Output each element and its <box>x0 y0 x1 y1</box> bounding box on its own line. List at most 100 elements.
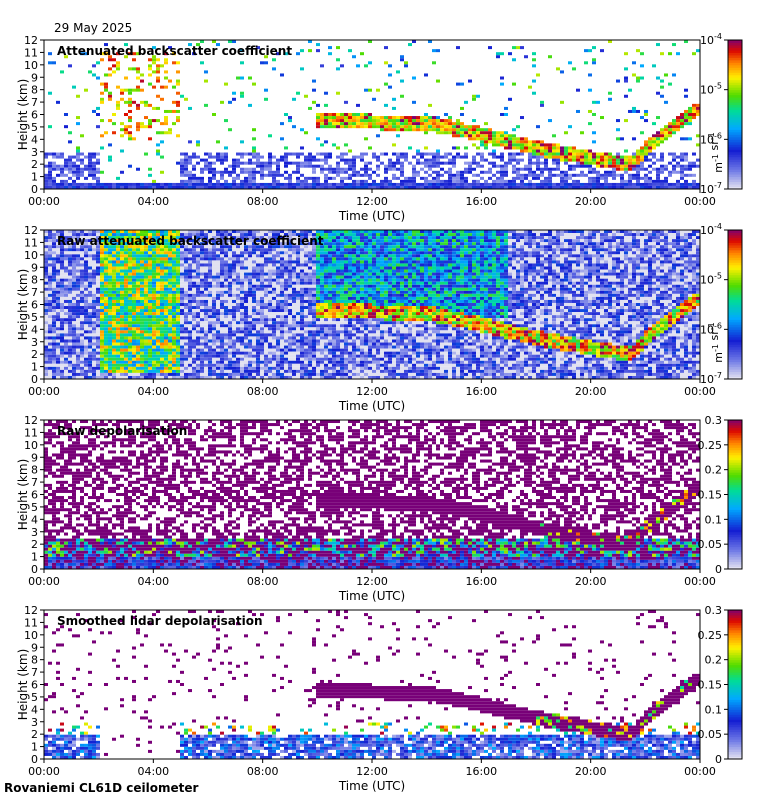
heatmap-cell <box>604 174 608 177</box>
heatmap-cell <box>72 263 76 266</box>
heatmap-cell <box>108 73 112 76</box>
heatmap-cell <box>212 171 216 174</box>
heatmap-cell <box>252 330 256 333</box>
heatmap-cell <box>444 156 448 159</box>
heatmap-cell <box>80 346 84 349</box>
heatmap-cell <box>688 137 692 140</box>
heatmap-cell <box>276 183 280 186</box>
heatmap-cell <box>260 270 264 273</box>
heatmap-cell <box>116 373 120 376</box>
heatmap-cell <box>180 324 184 327</box>
heatmap-cell <box>448 122 452 125</box>
heatmap-cell <box>76 297 80 300</box>
heatmap-cell <box>144 297 148 300</box>
heatmap-cell <box>196 321 200 324</box>
heatmap-cell <box>96 171 100 174</box>
heatmap-cell <box>528 86 532 89</box>
heatmap-cell <box>100 276 104 279</box>
heatmap-cell <box>212 318 216 321</box>
heatmap-cell <box>256 303 260 306</box>
heatmap-cell <box>616 183 620 186</box>
heatmap-cell <box>600 159 604 162</box>
heatmap-cell <box>48 125 52 128</box>
heatmap-cell <box>64 370 68 373</box>
heatmap-cell <box>60 260 64 263</box>
heatmap-cell <box>156 153 160 156</box>
heatmap-cell <box>264 168 268 171</box>
heatmap-cell <box>172 324 176 327</box>
heatmap-cell <box>212 297 216 300</box>
heatmap-cell <box>504 137 508 140</box>
heatmap-cell <box>148 339 152 342</box>
heatmap-cell <box>260 165 264 168</box>
heatmap-cell <box>148 270 152 273</box>
panel-1: Attenuated backscatter coefficient012345… <box>16 32 742 223</box>
heatmap-cell <box>104 267 108 270</box>
heatmap-cell <box>100 303 104 306</box>
heatmap-cell <box>72 248 76 251</box>
heatmap-cell <box>72 156 76 159</box>
heatmap-cell <box>92 267 96 270</box>
heatmap-cell <box>488 183 492 186</box>
heatmap-cell <box>192 370 196 373</box>
heatmap-cell <box>592 101 596 104</box>
heatmap-cell <box>120 267 124 270</box>
heatmap-cell <box>508 98 512 101</box>
heatmap-cell <box>676 183 680 186</box>
heatmap-cell <box>168 183 172 186</box>
heatmap-cell <box>124 324 128 327</box>
heatmap-cell <box>160 324 164 327</box>
heatmap-cell <box>516 46 520 49</box>
heatmap-cell <box>116 291 120 294</box>
heatmap-cell <box>424 128 428 131</box>
heatmap-cell <box>332 122 336 125</box>
heatmap-cell <box>176 254 180 257</box>
heatmap-cell <box>128 119 132 122</box>
heatmap-cell <box>60 355 64 358</box>
heatmap-cell <box>564 180 568 183</box>
heatmap-cell <box>64 159 68 162</box>
heatmap-cell <box>68 373 72 376</box>
heatmap-cell <box>184 339 188 342</box>
heatmap-cell <box>252 276 256 279</box>
heatmap-cell <box>44 260 48 263</box>
heatmap-cell <box>404 128 408 131</box>
heatmap-cell <box>204 373 208 376</box>
heatmap-cell <box>364 122 368 125</box>
heatmap-cell <box>268 273 272 276</box>
heatmap-cell <box>200 321 204 324</box>
heatmap-cell <box>324 180 328 183</box>
heatmap-cell <box>156 333 160 336</box>
heatmap-cell <box>144 300 148 303</box>
heatmap-cell <box>108 346 112 349</box>
heatmap-cell <box>248 77 252 80</box>
heatmap-cell <box>488 171 492 174</box>
heatmap-cell <box>228 267 232 270</box>
heatmap-cell <box>244 321 248 324</box>
heatmap-cell <box>48 174 52 177</box>
heatmap-cell <box>124 312 128 315</box>
heatmap-cell <box>252 254 256 257</box>
heatmap-cell <box>228 330 232 333</box>
heatmap-cell <box>152 279 156 282</box>
heatmap-cell <box>548 183 552 186</box>
heatmap-cell <box>632 168 636 171</box>
heatmap-cell <box>628 110 632 113</box>
heatmap-cell <box>68 285 72 288</box>
heatmap-cell <box>44 349 48 352</box>
heatmap-cell <box>260 171 264 174</box>
heatmap-cell <box>656 171 660 174</box>
heatmap-cell <box>136 349 140 352</box>
heatmap-cell <box>664 168 668 171</box>
heatmap-cell <box>432 116 436 119</box>
heatmap-cell <box>544 156 548 159</box>
heatmap-cell <box>116 177 120 180</box>
heatmap-cell <box>540 180 544 183</box>
heatmap-cell <box>144 251 148 254</box>
heatmap-cell <box>56 306 60 309</box>
heatmap-cell <box>64 373 68 376</box>
heatmap-cell <box>532 177 536 180</box>
heatmap-cell <box>340 64 344 67</box>
heatmap-cell <box>140 285 144 288</box>
heatmap-cell <box>88 273 92 276</box>
